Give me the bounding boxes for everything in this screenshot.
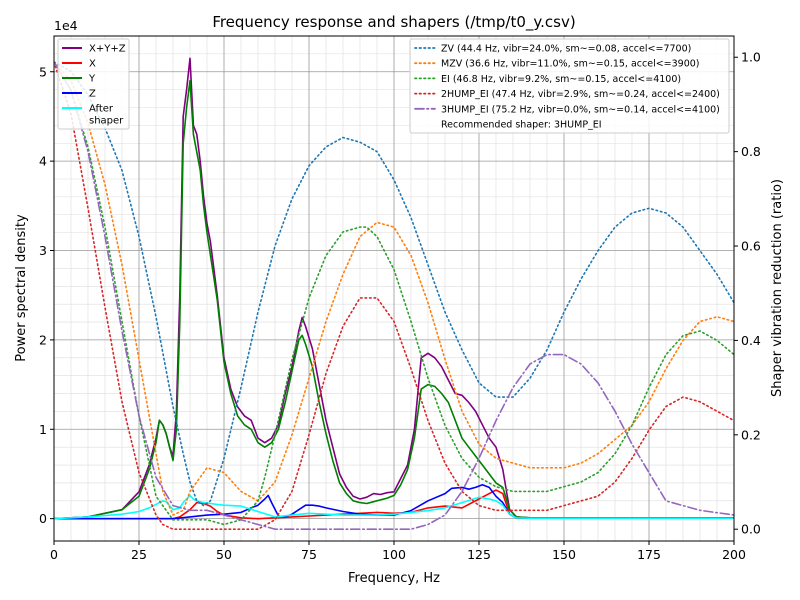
legend-psd-label-line: X: [89, 59, 96, 70]
x-tick-label: 0: [50, 547, 58, 562]
legend-psd-label: Z: [89, 89, 96, 100]
psd-line-y: [54, 79, 734, 520]
legend-psd-label: Y: [88, 74, 96, 85]
y-axis-title: Power spectral density: [14, 214, 29, 362]
y2-tick-label: 0.4: [741, 333, 761, 348]
legend-psd-label: After shaper: [89, 104, 124, 127]
legend-psd-label: X+Y+Z: [89, 44, 126, 55]
x-tick-label: 125: [467, 547, 491, 562]
y-tick-label: 2: [39, 332, 47, 347]
y2-tick-label: 1.0: [741, 50, 761, 65]
y-offset-label: 1e4: [54, 18, 78, 33]
y-tick-label: 1: [39, 422, 47, 437]
legend-shaper-label: 3HUMP_EI (75.2 Hz, vibr=0.0%, sm~=0.14, …: [441, 104, 720, 115]
y-tick-label: 5: [39, 64, 47, 79]
legend-shaper-label: 2HUMP_EI (47.4 Hz, vibr=2.9%, sm~=0.24, …: [441, 89, 720, 100]
legend-psd-label: X: [89, 59, 96, 70]
legend-psd-label-line: Z: [89, 89, 96, 100]
legend-psd-label-line: Y: [88, 74, 96, 85]
x-axis-title: Frequency, Hz: [348, 571, 440, 586]
x-tick-label: 200: [722, 547, 746, 562]
y-tick-label: 3: [39, 243, 47, 258]
x-tick-label: 50: [216, 547, 232, 562]
x-tick-label: 75: [301, 547, 317, 562]
shaper-line-zv: [54, 61, 734, 507]
axes: 0 25 50 75 100 125 150 175 200 0 1 2 3 4 5 0.0 0.2 0.4 0.6…: [39, 50, 761, 562]
y2-tick-label: 0.0: [741, 522, 761, 537]
legend-shapers-box: [409, 38, 730, 134]
shaper-lines: [54, 61, 734, 530]
shaper-line-3hump-ei: [54, 61, 734, 530]
x-tick-label: 175: [637, 547, 661, 562]
legend-psd-label-line: shaper: [89, 116, 124, 127]
shaper-line-2hump-ei: [54, 61, 734, 530]
legend-psd-label-line: After: [89, 104, 114, 115]
legend-shaper-label: MZV (36.6 Hz, vibr=11.0%, sm~=0.15, acce…: [441, 59, 700, 70]
y-tick-label: 0: [39, 511, 47, 526]
x-tick-label: 150: [552, 547, 576, 562]
y-tick-label: 4: [39, 154, 47, 169]
legend-shaper-label: EI (46.8 Hz, vibr=9.2%, sm~=0.15, accel<…: [441, 74, 681, 85]
shaper-line-mzv: [54, 61, 734, 517]
shaper-line-ei: [54, 61, 734, 526]
x-tick-label: 25: [131, 547, 147, 562]
y2-axis-title: Shaper vibration reduction (ratio): [770, 179, 785, 397]
legend-shaper-label: ZV (44.4 Hz, vibr=24.0%, sm~=0.08, accel…: [441, 44, 691, 55]
legend-psd-box: [57, 38, 130, 130]
recommended-shaper-text: Recommended shaper: 3HUMP_EI: [441, 120, 602, 131]
legend-psd: X+Y+Z XYZ After shaper: [57, 38, 130, 130]
chart-title: Frequency response and shapers (/tmp/t0_…: [212, 13, 575, 32]
legend-shapers: ZV (44.4 Hz, vibr=24.0%, sm~=0.08, accel…: [409, 38, 730, 134]
y2-tick-label: 0.2: [741, 427, 761, 442]
x-tick-label: 100: [382, 547, 406, 562]
y2-tick-label: 0.8: [741, 144, 761, 159]
legend-psd-label-line: X+Y+Z: [89, 44, 126, 55]
y2-tick-label: 0.6: [741, 239, 761, 254]
